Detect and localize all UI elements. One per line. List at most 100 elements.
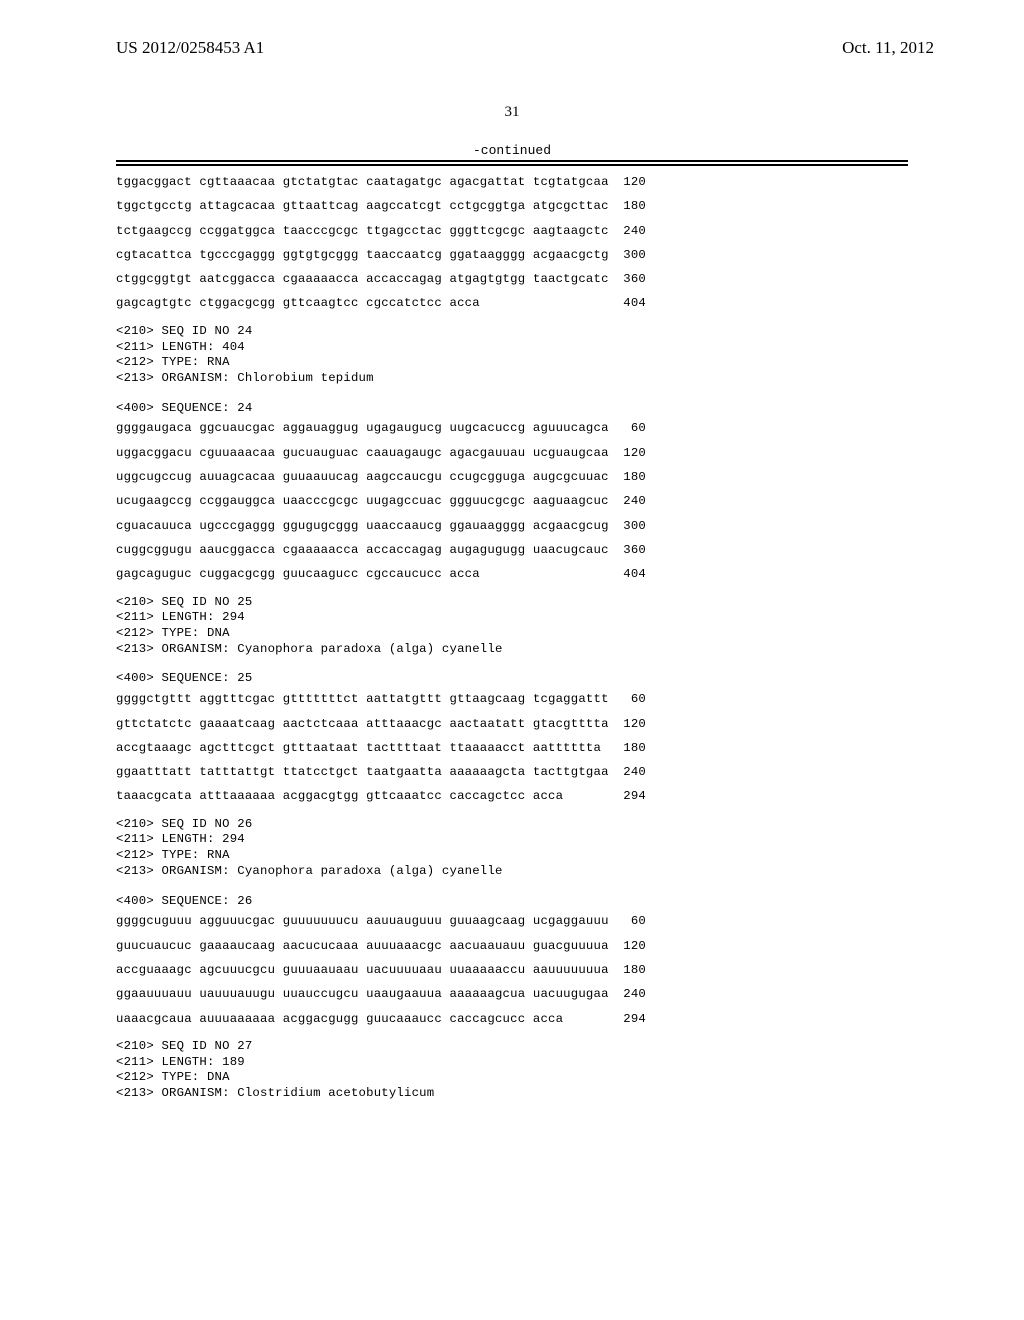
sequence-groups: accguaaagc agcuuucgcu guuuaauaau uacuuuu… (116, 964, 606, 976)
sequence-groups: ggaatttatt tatttattgt ttatcctgct taatgaa… (116, 766, 606, 778)
sequence-row: accguaaagc agcuuucgcu guuuaauaau uacuuuu… (116, 964, 1024, 976)
sequence-row: cguacauuca ugcccgaggg ggugugcggg uaaccaa… (116, 520, 1024, 532)
metadata-line: <213> ORGANISM: Chlorobium tepidum (116, 371, 1024, 387)
sequence-listing: tggacggact cgttaaacaa gtctatgtac caataga… (116, 176, 1024, 1102)
sequence-groups: uaaacgcaua auuuaaaaaa acggacgugg guucaaa… (116, 1013, 606, 1025)
metadata-line: <210> SEQ ID NO 24 (116, 324, 1024, 340)
metadata-line: <400> SEQUENCE: 24 (116, 401, 1024, 417)
metadata-line: <210> SEQ ID NO 27 (116, 1039, 1024, 1055)
sequence-groups: ucugaagccg ccggauggca uaacccgcgc uugagcc… (116, 495, 606, 507)
sequence-groups: ggggcuguuu agguuucgac guuuuuuucu aauuaug… (116, 915, 606, 927)
continued-label: -continued (116, 143, 908, 158)
sequence-row: cuggcggugu aaucggacca cgaaaaacca accacca… (116, 544, 1024, 556)
sequence-groups: tggacggact cgttaaacaa gtctatgtac caataga… (116, 176, 606, 188)
sequence-groups: ggggaugaca ggcuaucgac aggauaggug ugagaug… (116, 422, 606, 434)
sequence-position: 404 (606, 297, 646, 309)
sequence-row: ggaauuuauu uauuuauugu uuauccugcu uaaugaa… (116, 988, 1024, 1000)
sequence-position: 240 (606, 988, 646, 1000)
sequence-position: 240 (606, 495, 646, 507)
sequence-position: 360 (606, 544, 646, 556)
sequence-metadata: <210> SEQ ID NO 24<211> LENGTH: 404<212>… (116, 324, 1024, 387)
sequence-metadata: <400> SEQUENCE: 25 (116, 671, 1024, 687)
sequence-position: 180 (606, 471, 646, 483)
sequence-position: 180 (606, 964, 646, 976)
lower-rule (116, 164, 908, 166)
sequence-position: 120 (606, 718, 646, 730)
continued-block: -continued (116, 143, 908, 166)
sequence-position: 120 (606, 447, 646, 459)
sequence-position: 60 (606, 422, 646, 434)
metadata-line: <210> SEQ ID NO 25 (116, 595, 1024, 611)
sequence-row: tctgaagccg ccggatggca taacccgcgc ttgagcc… (116, 225, 1024, 237)
publication-date: Oct. 11, 2012 (842, 38, 934, 58)
sequence-position: 294 (606, 790, 646, 802)
sequence-position: 300 (606, 249, 646, 261)
metadata-line: <211> LENGTH: 404 (116, 340, 1024, 356)
sequence-position: 240 (606, 766, 646, 778)
sequence-position: 120 (606, 176, 646, 188)
metadata-line: <211> LENGTH: 189 (116, 1055, 1024, 1071)
sequence-row: ggaatttatt tatttattgt ttatcctgct taatgaa… (116, 766, 1024, 778)
sequence-groups: cuggcggugu aaucggacca cgaaaaacca accacca… (116, 544, 606, 556)
publication-number: US 2012/0258453 A1 (116, 38, 264, 58)
sequence-position: 60 (606, 693, 646, 705)
metadata-line: <212> TYPE: DNA (116, 626, 1024, 642)
sequence-row: ggggcuguuu agguuucgac guuuuuuucu aauuaug… (116, 915, 1024, 927)
sequence-metadata: <210> SEQ ID NO 27<211> LENGTH: 189<212>… (116, 1039, 1024, 1102)
sequence-row: uggacggacu cguuaaacaa gucuauguac caauaga… (116, 447, 1024, 459)
sequence-row: ucugaagccg ccggauggca uaacccgcgc uugagcc… (116, 495, 1024, 507)
sequence-position: 294 (606, 1013, 646, 1025)
sequence-position: 240 (606, 225, 646, 237)
sequence-groups: accgtaaagc agctttcgct gtttaataat tactttt… (116, 742, 606, 754)
metadata-line: <400> SEQUENCE: 25 (116, 671, 1024, 687)
sequence-row: accgtaaagc agctttcgct gtttaataat tactttt… (116, 742, 1024, 754)
sequence-position: 404 (606, 568, 646, 580)
sequence-position: 180 (606, 200, 646, 212)
metadata-line: <212> TYPE: RNA (116, 355, 1024, 371)
metadata-line: <210> SEQ ID NO 26 (116, 817, 1024, 833)
page-header: US 2012/0258453 A1 Oct. 11, 2012 (0, 0, 1024, 58)
sequence-groups: gagcagtgtc ctggacgcgg gttcaagtcc cgccatc… (116, 297, 606, 309)
sequence-groups: ggaauuuauu uauuuauugu uuauccugcu uaaugaa… (116, 988, 606, 1000)
sequence-row: ggggctgttt aggtttcgac gtttttttct aattatg… (116, 693, 1024, 705)
sequence-position: 60 (606, 915, 646, 927)
sequence-groups: uggcugccug auuagcacaa guuaauucag aagccau… (116, 471, 606, 483)
sequence-groups: guucuaucuc gaaaaucaag aacucucaaa auuuaaa… (116, 940, 606, 952)
metadata-line: <212> TYPE: DNA (116, 1070, 1024, 1086)
upper-rule (116, 160, 908, 162)
sequence-groups: ggggctgttt aggtttcgac gtttttttct aattatg… (116, 693, 606, 705)
sequence-metadata: <400> SEQUENCE: 24 (116, 401, 1024, 417)
sequence-metadata: <210> SEQ ID NO 25<211> LENGTH: 294<212>… (116, 595, 1024, 658)
sequence-row: gttctatctc gaaaatcaag aactctcaaa atttaaa… (116, 718, 1024, 730)
sequence-groups: taaacgcata atttaaaaaa acggacgtgg gttcaaa… (116, 790, 606, 802)
metadata-line: <213> ORGANISM: Clostridium acetobutylic… (116, 1086, 1024, 1102)
sequence-groups: ctggcggtgt aatcggacca cgaaaaacca accacca… (116, 273, 606, 285)
sequence-metadata: <210> SEQ ID NO 26<211> LENGTH: 294<212>… (116, 817, 1024, 880)
sequence-position: 120 (606, 940, 646, 952)
sequence-row: uggcugccug auuagcacaa guuaauucag aagccau… (116, 471, 1024, 483)
sequence-groups: uggacggacu cguuaaacaa gucuauguac caauaga… (116, 447, 606, 459)
sequence-metadata: <400> SEQUENCE: 26 (116, 894, 1024, 910)
sequence-position: 300 (606, 520, 646, 532)
sequence-row: gagcagtgtc ctggacgcgg gttcaagtcc cgccatc… (116, 297, 1024, 309)
sequence-row: taaacgcata atttaaaaaa acggacgtgg gttcaaa… (116, 790, 1024, 802)
metadata-line: <212> TYPE: RNA (116, 848, 1024, 864)
sequence-groups: cguacauuca ugcccgaggg ggugugcggg uaaccaa… (116, 520, 606, 532)
sequence-row: tggctgcctg attagcacaa gttaattcag aagccat… (116, 200, 1024, 212)
sequence-row: guucuaucuc gaaaaucaag aacucucaaa auuuaaa… (116, 940, 1024, 952)
sequence-row: tggacggact cgttaaacaa gtctatgtac caataga… (116, 176, 1024, 188)
sequence-row: cgtacattca tgcccgaggg ggtgtgcggg taaccaa… (116, 249, 1024, 261)
metadata-line: <213> ORGANISM: Cyanophora paradoxa (alg… (116, 642, 1024, 658)
metadata-line: <211> LENGTH: 294 (116, 610, 1024, 626)
metadata-line: <213> ORGANISM: Cyanophora paradoxa (alg… (116, 864, 1024, 880)
sequence-row: ggggaugaca ggcuaucgac aggauaggug ugagaug… (116, 422, 1024, 434)
sequence-row: ctggcggtgt aatcggacca cgaaaaacca accacca… (116, 273, 1024, 285)
sequence-row: gagcaguguc cuggacgcgg guucaagucc cgccauc… (116, 568, 1024, 580)
metadata-line: <211> LENGTH: 294 (116, 832, 1024, 848)
sequence-groups: tctgaagccg ccggatggca taacccgcgc ttgagcc… (116, 225, 606, 237)
sequence-groups: tggctgcctg attagcacaa gttaattcag aagccat… (116, 200, 606, 212)
metadata-line: <400> SEQUENCE: 26 (116, 894, 1024, 910)
sequence-groups: cgtacattca tgcccgaggg ggtgtgcggg taaccaa… (116, 249, 606, 261)
sequence-row: uaaacgcaua auuuaaaaaa acggacgugg guucaaa… (116, 1013, 1024, 1025)
sequence-position: 360 (606, 273, 646, 285)
